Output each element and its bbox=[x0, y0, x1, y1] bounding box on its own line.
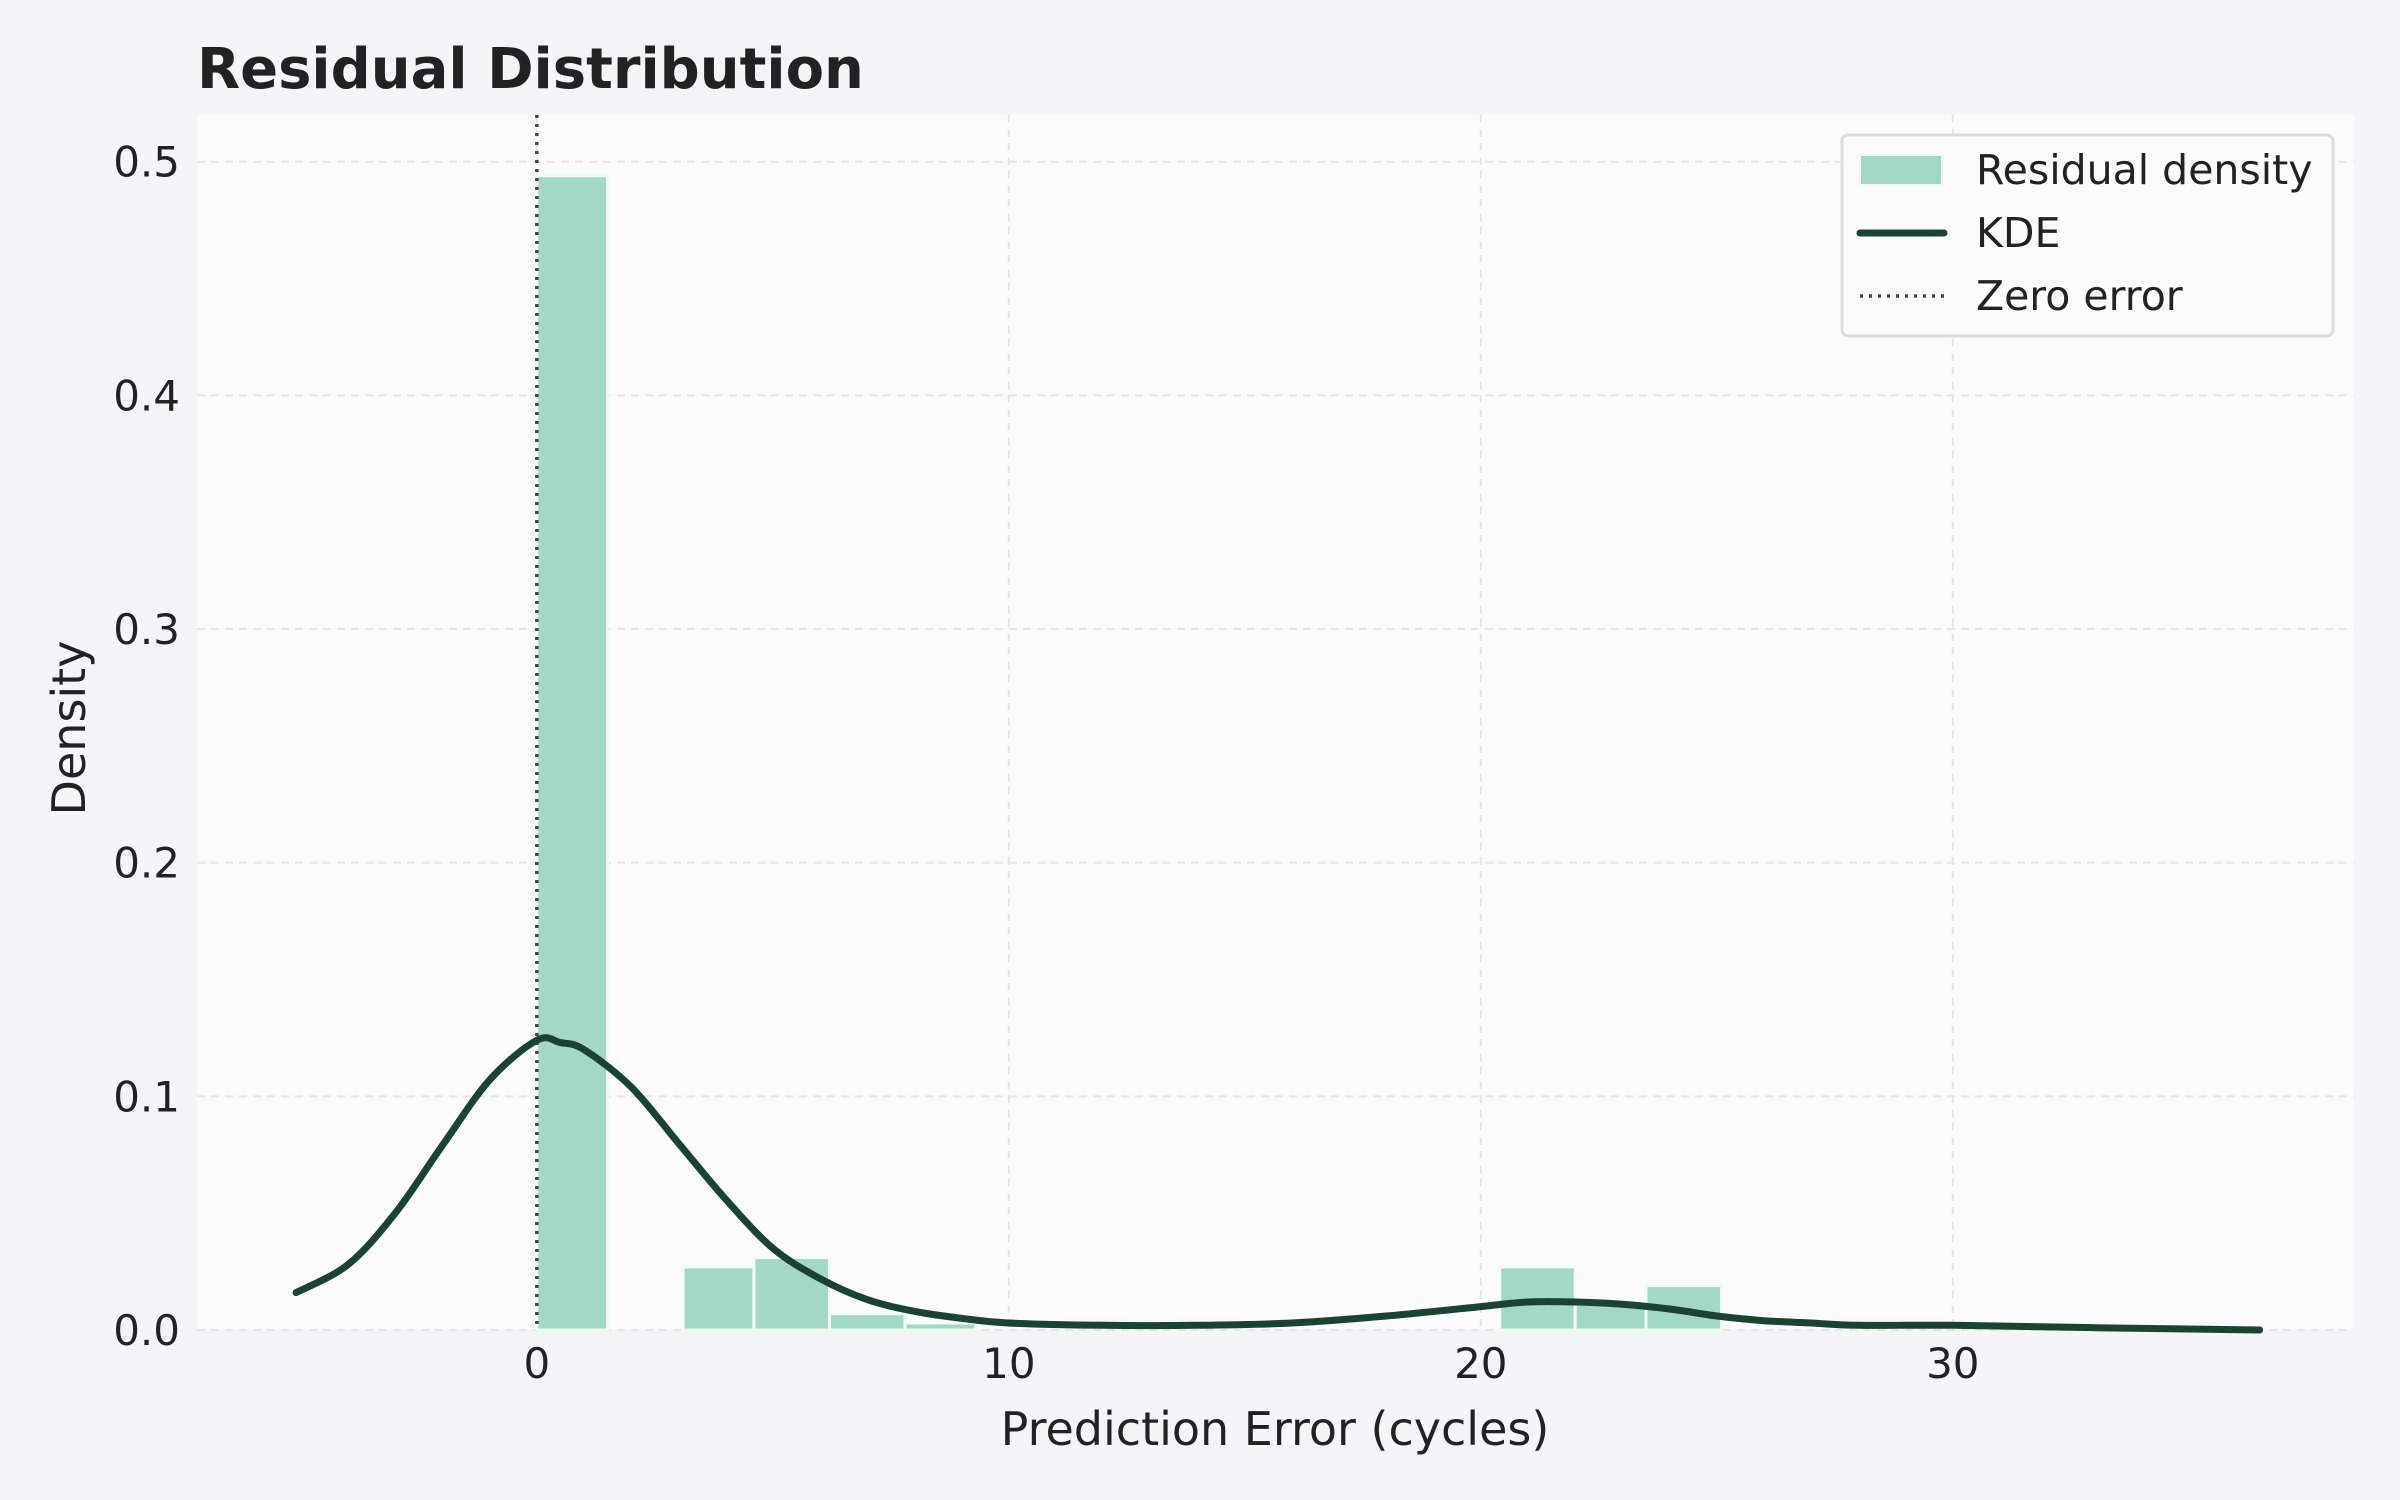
y-tick-label-2: 0.2 bbox=[113, 839, 180, 888]
histogram-bars bbox=[535, 174, 1724, 1332]
y-tick-label-5: 0.5 bbox=[113, 138, 180, 187]
histogram-bar-2 bbox=[752, 1256, 831, 1332]
legend-label-zero-error: Zero error bbox=[1976, 272, 2183, 320]
x-axis-label: Prediction Error (cycles) bbox=[1001, 1402, 1550, 1456]
legend: Residual density KDE Zero error bbox=[1840, 133, 2335, 338]
x-tick-label-0: 0 bbox=[523, 1339, 550, 1388]
legend-swatch-residual-density bbox=[1859, 154, 1943, 186]
histogram-bar-4 bbox=[903, 1321, 978, 1332]
y-tick-label-4: 0.4 bbox=[113, 371, 180, 420]
y-tick-label-1: 0.1 bbox=[113, 1072, 180, 1121]
y-axis-label: Density bbox=[42, 641, 96, 816]
y-axis-ticks: 0.0 0.1 0.2 0.3 0.4 0.5 bbox=[113, 138, 180, 1355]
histogram-bar-1 bbox=[681, 1265, 756, 1332]
y-tick-label-0: 0.0 bbox=[113, 1306, 180, 1355]
x-axis-ticks: 0 10 20 30 bbox=[523, 1339, 1979, 1388]
kde-line bbox=[292, 1034, 2264, 1334]
kde-group bbox=[292, 1034, 2264, 1334]
y-tick-label-3: 0.3 bbox=[113, 605, 180, 654]
histogram-bar-0 bbox=[535, 174, 610, 1332]
x-tick-label-1: 10 bbox=[982, 1339, 1035, 1388]
x-tick-label-3: 30 bbox=[1926, 1339, 1979, 1388]
legend-box bbox=[1840, 133, 2335, 338]
legend-label-kde: KDE bbox=[1976, 209, 2060, 257]
chart-title: Residual Distribution bbox=[197, 37, 864, 102]
legend-label-residual-density: Residual density bbox=[1976, 146, 2313, 194]
x-tick-label-2: 20 bbox=[1454, 1339, 1507, 1388]
histogram-bar-3 bbox=[827, 1312, 907, 1332]
